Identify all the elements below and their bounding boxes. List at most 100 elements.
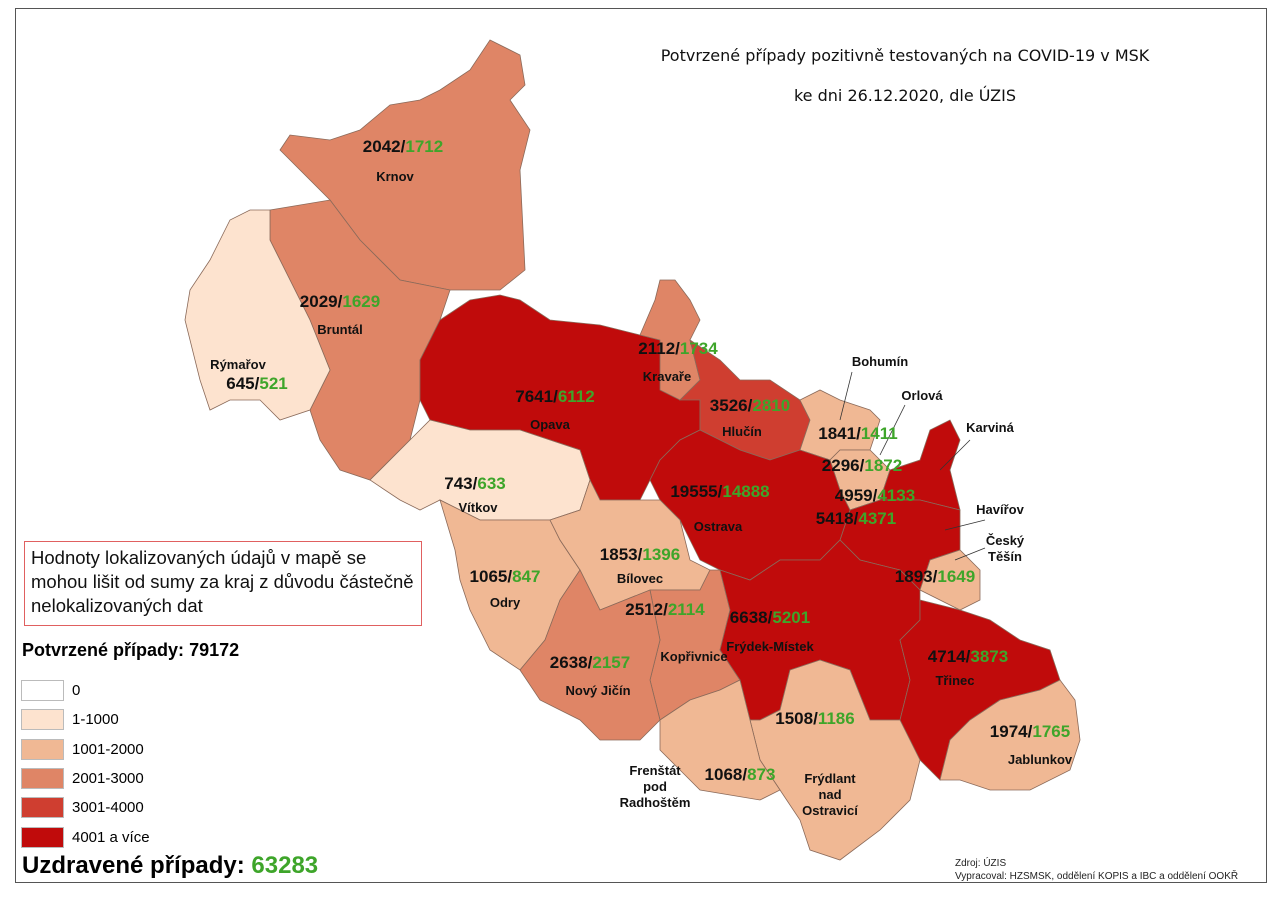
recovered-count: 1872 [864, 456, 903, 475]
recovered-count: 1712 [405, 137, 444, 156]
recovered-count: 1649 [937, 567, 976, 586]
separator: / [813, 709, 818, 728]
legend-label: 0 [72, 682, 81, 700]
legend: 0 1-1000 1001-2000 2001-3000 3001-4000 4001 a… [21, 676, 150, 852]
district-name: Hlučín [722, 424, 762, 439]
district-count: 7641/6112 [515, 387, 594, 407]
district-count: 1974/1765 [990, 722, 1070, 742]
recovered-count: 1765 [1032, 722, 1071, 741]
confirmed-total-label: Potvrzené případy: [22, 640, 185, 660]
confirmed-count: 1841 [818, 424, 857, 443]
legend-swatch [21, 738, 64, 760]
district-count: 1068/873 [705, 765, 776, 785]
district-name: Ostrava [693, 519, 743, 534]
legend-label: 2001-3000 [72, 770, 144, 788]
district-name: Kravaře [642, 369, 692, 384]
district-name: Krnov [376, 169, 414, 184]
district-jablunkov [939, 679, 1081, 791]
separator: / [254, 374, 260, 393]
leader-line [879, 404, 906, 456]
confirmed-count: 2296 [821, 456, 860, 475]
district-name: Nový Jičín [565, 683, 631, 698]
confirmed-count: 1065 [469, 567, 508, 586]
district-rýmařov [184, 209, 331, 421]
separator: / [853, 509, 859, 528]
district-name: Frýdek-Místek [726, 639, 814, 654]
district-kravaře [639, 279, 701, 401]
legend-label: 3001-4000 [72, 799, 144, 817]
district-count: 645/521 [226, 374, 287, 394]
leader-line [939, 439, 971, 471]
confirmed-count: 1974 [989, 722, 1028, 741]
confirmed-count: 2029 [299, 292, 338, 311]
district-count: 2042/1712 [363, 137, 443, 157]
recovered-count: 521 [259, 374, 288, 393]
district-frenštát-pod-radhoštěm [659, 679, 781, 801]
district-name: Havířov [976, 502, 1024, 517]
separator: / [663, 600, 668, 619]
confirmed-count: 6638 [729, 608, 768, 627]
district-name: Frenštát pod Radhoštěm [619, 763, 691, 810]
recovered-count: 3873 [970, 647, 1009, 666]
confirmed-count: 1853 [599, 545, 638, 564]
legend-item: 1-1000 [21, 705, 150, 734]
district-name: Bruntál [317, 322, 363, 337]
leader-line [839, 371, 853, 421]
recovered-count: 4371 [858, 509, 897, 528]
legend-item: 4001 a více [21, 822, 150, 851]
separator: / [767, 608, 773, 627]
confirmed-count: 5418 [815, 509, 854, 528]
separator: / [587, 653, 593, 672]
recovered-count: 4133 [877, 486, 916, 505]
legend-swatch [21, 797, 64, 819]
district-name: Frýdlant nad Ostravicí [802, 771, 858, 818]
legend-item: 1001-2000 [21, 735, 150, 764]
separator: / [507, 567, 513, 586]
separator: / [717, 482, 723, 501]
recovered-count: 1629 [342, 292, 381, 311]
recovered-count: 2114 [667, 600, 705, 619]
district-count: 19555/14888 [670, 482, 769, 502]
recovered-count: 1186 [817, 709, 855, 728]
legend-label: 1-1000 [72, 711, 119, 729]
recovered-count: 847 [512, 567, 541, 586]
recovered-count: 1734 [679, 339, 718, 358]
recovered-count: 1396 [642, 545, 681, 564]
legend-swatch [21, 826, 64, 848]
recovered-count: 1411 [860, 424, 898, 443]
leader-line [944, 519, 986, 531]
confirmed-total-value: 79172 [189, 640, 240, 660]
district-count: 743/633 [444, 474, 505, 494]
district-nový-jičín [519, 569, 661, 741]
district-count: 2029/1629 [300, 292, 380, 312]
separator: / [859, 456, 865, 475]
separator: / [872, 486, 878, 505]
district-count: 3526/2810 [710, 396, 790, 416]
map-frame [15, 8, 1267, 883]
separator: / [553, 387, 558, 406]
district-count: 2512/2114 [625, 600, 704, 620]
district-count: 2638/2157 [550, 653, 630, 673]
recovered-count: 2810 [752, 396, 791, 415]
separator: / [932, 567, 938, 586]
confirmed-total: Potvrzené případy: 79172 [22, 640, 239, 661]
map-subtitle: ke dni 26.12.2020, dle ÚZIS [793, 86, 1017, 105]
recovered-count: 2157 [592, 653, 631, 672]
separator: / [675, 339, 680, 358]
district-count: 1841/1411 [818, 424, 897, 444]
recovered-count: 14888 [722, 482, 770, 501]
confirmed-count: 2512 [625, 600, 664, 619]
recovered-count: 5201 [772, 608, 811, 627]
recovered-count: 873 [747, 765, 776, 784]
confirmed-count: 1068 [704, 765, 743, 784]
confirmed-count: 2638 [549, 653, 588, 672]
separator: / [742, 765, 748, 784]
recovered-count: 6112 [557, 387, 595, 406]
separator: / [1027, 722, 1033, 741]
disclaimer-note: Hodnoty lokalizovaných údajů v mapě se m… [24, 541, 422, 626]
confirmed-count: 4714 [927, 647, 966, 666]
legend-label: 4001 a více [72, 828, 150, 846]
district-count: 5418/4371 [816, 509, 896, 529]
legend-label: 1001-2000 [72, 740, 144, 758]
